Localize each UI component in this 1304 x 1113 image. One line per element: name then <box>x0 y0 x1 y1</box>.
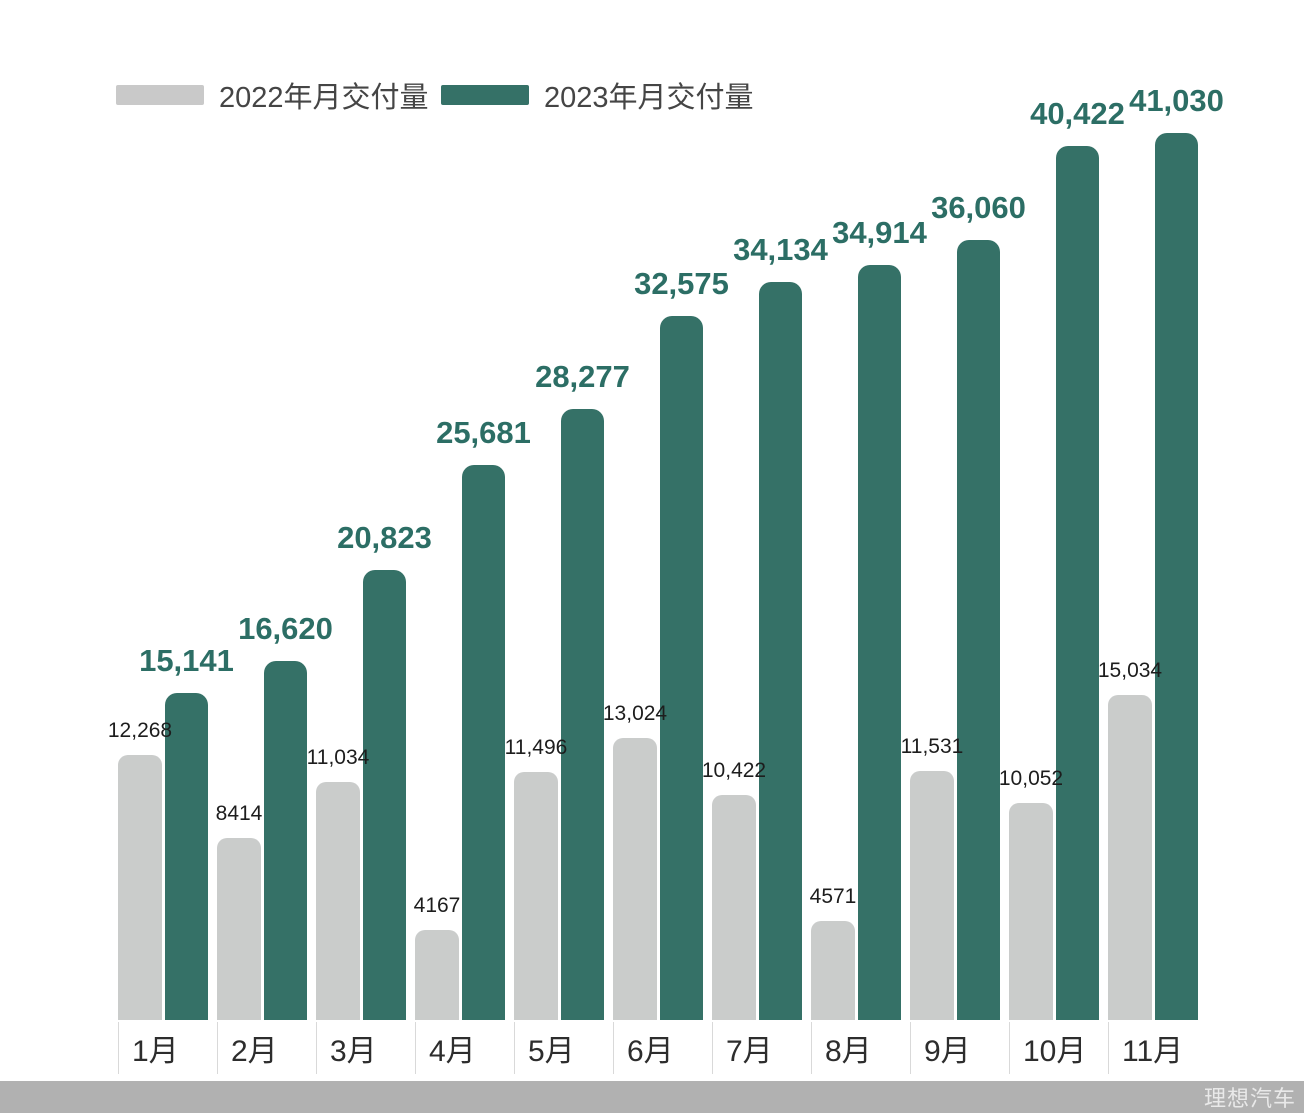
value-label-2023-1月: 15,141 <box>139 642 234 678</box>
bar-2023-1月 <box>165 692 208 1020</box>
bar-2023-8月 <box>858 265 901 1020</box>
bar-2022-6月 <box>613 738 657 1020</box>
bar-2022-4月 <box>415 929 459 1020</box>
value-label-2023-8月: 34,914 <box>832 215 927 251</box>
bar-2023-4月 <box>462 464 505 1020</box>
value-label-2022-8月: 4571 <box>809 885 857 909</box>
x-axis-label-2月: 2月 <box>217 1022 316 1074</box>
value-label-2022-9月: 11,531 <box>900 734 964 758</box>
value-label-2022-10月: 10,052 <box>998 766 1064 790</box>
value-label-2022-2月: 8414 <box>215 802 263 826</box>
x-axis-label-6月: 6月 <box>613 1022 712 1074</box>
bar-2023-6月 <box>660 315 703 1020</box>
legend-item-2022: 2022年月交付量 <box>116 82 429 114</box>
legend-swatch-2023 <box>441 85 529 105</box>
value-label-2022-4月: 4167 <box>413 893 461 917</box>
bar-2022-8月 <box>811 921 855 1020</box>
value-label-2023-7月: 34,134 <box>733 232 828 268</box>
legend-item-2023: 2023年月交付量 <box>441 82 754 114</box>
legend-label-2023: 2023年月交付量 <box>544 82 754 114</box>
x-axis-label-9月: 9月 <box>910 1022 1009 1074</box>
footer-strip: 理想汽车 <box>0 1081 1304 1113</box>
value-label-2023-9月: 36,060 <box>931 190 1026 226</box>
x-axis-label-3月: 3月 <box>316 1022 415 1074</box>
bar-2022-3月 <box>316 781 360 1020</box>
bar-2022-11月 <box>1108 695 1152 1020</box>
bar-2022-9月 <box>910 770 954 1020</box>
value-label-2022-3月: 11,034 <box>306 745 370 769</box>
value-label-2023-3月: 20,823 <box>337 519 432 555</box>
legend-swatch-2022 <box>116 85 204 105</box>
x-axis-label-5月: 5月 <box>514 1022 613 1074</box>
bar-2022-7月 <box>712 794 756 1020</box>
bar-2023-3月 <box>363 569 406 1020</box>
value-label-2023-5月: 28,277 <box>535 358 630 394</box>
value-label-2023-10月: 40,422 <box>1030 96 1125 132</box>
value-label-2023-6月: 32,575 <box>634 265 729 301</box>
bar-2023-10月 <box>1056 146 1099 1020</box>
x-axis: 1月 2月 3月 4月 5月 6月 7月 8月 9月 10月 11月 <box>0 1020 1304 1078</box>
bar-2023-2月 <box>264 660 307 1020</box>
bar-2022-2月 <box>217 838 261 1020</box>
bar-2023-11月 <box>1155 133 1198 1020</box>
x-axis-label-8月: 8月 <box>811 1022 910 1074</box>
value-label-2022-11月: 15,034 <box>1097 659 1163 682</box>
value-label-2022-7月: 10,422 <box>701 758 767 782</box>
value-label-2022-6月: 13,024 <box>602 702 668 726</box>
value-label-2023-11月: 41,030 <box>1129 83 1224 118</box>
x-axis-label-1月: 1月 <box>118 1022 217 1074</box>
bar-2023-7月 <box>759 282 802 1020</box>
legend-label-2022: 2022年月交付量 <box>219 82 429 114</box>
x-axis-label-7月: 7月 <box>712 1022 811 1074</box>
value-label-2022-5月: 11,496 <box>504 735 568 759</box>
value-label-2023-4月: 25,681 <box>436 414 531 450</box>
bar-2022-1月 <box>118 754 162 1020</box>
legend: 2022年月交付量 2023年月交付量 <box>0 82 1304 114</box>
bar-2023-5月 <box>561 408 604 1020</box>
bar-2022-10月 <box>1009 802 1053 1020</box>
brand-wordmark: 理想汽车 <box>1203 1086 1296 1111</box>
value-label-2023-2月: 16,620 <box>238 610 333 646</box>
x-axis-label-11月: 11月 <box>1108 1022 1207 1074</box>
bar-2023-9月 <box>957 240 1000 1020</box>
plot-area: 12,268 15,141 8414 16,620 11,034 20,823 4167 25… <box>107 83 1224 1020</box>
x-axis-label-4月: 4月 <box>415 1022 514 1074</box>
value-label-2022-1月: 12,268 <box>107 718 173 742</box>
x-axis-label-10月: 10月 <box>1009 1022 1108 1074</box>
bar-2022-5月 <box>514 771 558 1020</box>
